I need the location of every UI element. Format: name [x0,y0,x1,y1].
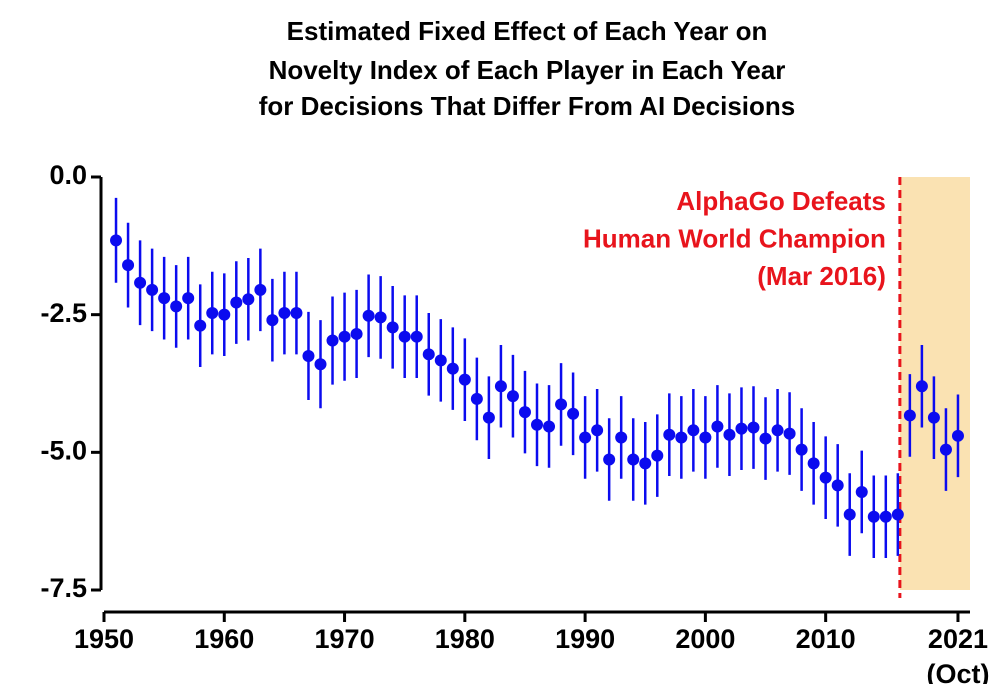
y-tick-label: -2.5 [40,298,87,328]
y-tick-label: -7.5 [40,573,87,603]
point [482,411,495,424]
point [254,283,267,296]
point [699,431,712,444]
point [206,307,219,320]
point [891,508,904,521]
y-tick-label: -5.0 [40,435,87,465]
point [555,398,568,411]
point [831,479,844,492]
point [771,424,784,437]
point [915,380,928,393]
point [122,259,135,272]
point [386,321,399,334]
point [266,314,279,327]
point [290,307,303,320]
point [843,508,856,521]
x-tick-label: 1950 [74,624,134,654]
point [711,420,724,433]
x-tick-label: 2000 [675,624,735,654]
point [338,330,351,343]
point [879,510,892,523]
point [362,309,375,322]
point [470,392,483,405]
point [543,420,556,433]
point [579,431,592,444]
annotation: (Mar 2016) [757,261,886,291]
x-tick-label: 2021 [928,624,988,654]
point [146,283,159,296]
chart-title: for Decisions That Differ From AI Decisi… [259,91,795,121]
point [867,510,880,523]
x-tick-label: 1960 [194,624,254,654]
x-tick-label: 1980 [435,624,495,654]
point [422,348,435,361]
point [951,429,964,442]
point [591,424,604,437]
point [939,443,952,456]
chart-title: Novelty Index of Each Player in Each Yea… [269,55,786,85]
point [687,424,700,437]
point [170,300,183,313]
point [398,330,411,343]
point [278,307,291,320]
point [134,276,147,289]
point [663,428,676,441]
point [795,443,808,456]
point [218,308,231,321]
point [639,457,652,470]
point [735,422,748,435]
point [807,457,820,470]
point [374,311,387,324]
point [759,432,772,445]
point [410,330,423,343]
point [627,453,640,466]
point [819,471,832,484]
point [182,292,195,305]
point [326,334,339,347]
annotation: AlphaGo Defeats [676,186,886,216]
point [350,327,363,340]
point [927,411,940,424]
x-tick-label: 1970 [315,624,375,654]
point [855,485,868,498]
point [747,421,760,434]
x-tick-label: 1990 [555,624,615,654]
point [242,293,255,306]
point [446,362,459,375]
point [518,406,531,419]
point [110,234,123,247]
point [603,453,616,466]
point [506,390,519,403]
chart-title: Estimated Fixed Effect of Each Year on [287,16,768,46]
point [434,354,447,367]
point [314,358,327,371]
point [783,427,796,440]
point [723,428,736,441]
point [494,380,507,393]
x-tick-label: 2010 [796,624,856,654]
point [458,373,471,386]
point [302,349,315,362]
point [675,431,688,444]
point [903,409,916,422]
point [158,292,171,305]
point [194,319,207,332]
point [567,407,580,420]
point [615,431,628,444]
y-tick-label: 0.0 [49,160,87,190]
point [531,418,543,431]
point [651,449,664,462]
point [230,296,243,309]
annotation: Human World Champion [583,223,886,253]
x-tick-sublabel: (Oct) [926,659,989,684]
